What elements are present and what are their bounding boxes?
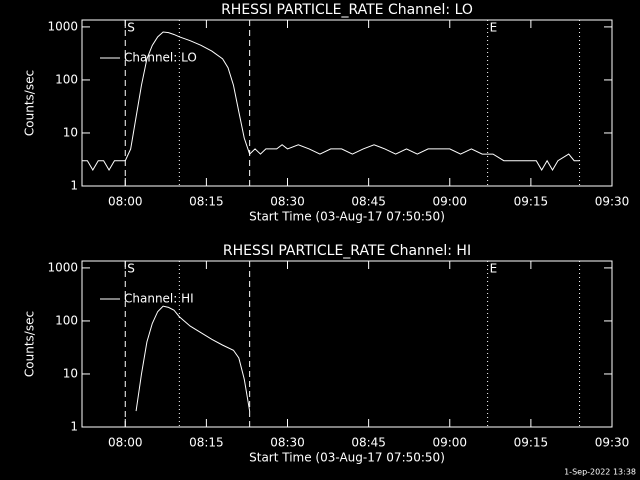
x-axis-label: Start Time (03-Aug-17 07:50:50) [249, 210, 445, 224]
plot-frame [81, 260, 613, 428]
x-tick-label: 09:15 [514, 436, 549, 450]
x-tick-label: 09:00 [432, 436, 467, 450]
y-tick-label: 100 [55, 72, 78, 86]
y-axis-label: Counts/sec [23, 311, 37, 377]
annotation: E [490, 262, 498, 276]
x-tick-label: 09:15 [514, 195, 549, 209]
x-tick-label: 08:45 [351, 195, 386, 209]
data-line [82, 31, 580, 172]
y-tick-label: 10 [63, 125, 78, 139]
y-tick-label: 1 [70, 179, 78, 193]
x-tick-label: 08:30 [270, 436, 305, 450]
footer: 1-Sep-2022 13:38 [564, 468, 636, 477]
y-tick-label: 1 [70, 420, 78, 434]
x-tick-label: 09:30 [595, 436, 630, 450]
legend-label: Channel: LO [124, 51, 197, 65]
chart-title: RHESSI PARTICLE_RATE Channel: HI [223, 243, 471, 259]
x-tick-label: 08:15 [189, 195, 224, 209]
y-tick-label: 1000 [47, 19, 78, 33]
y-tick-label: 10 [63, 366, 78, 380]
y-tick-label: 100 [55, 313, 78, 327]
annotation: E [490, 21, 498, 35]
annotation: S [127, 262, 135, 276]
x-tick-label: 08:00 [108, 436, 143, 450]
x-tick-label: 09:30 [595, 195, 630, 209]
data-line [135, 305, 251, 412]
x-tick-label: 09:00 [432, 195, 467, 209]
annotation: S [127, 21, 135, 35]
y-axis-label: Counts/sec [23, 70, 37, 136]
y-tick-label: 1000 [47, 260, 78, 274]
x-axis-label: Start Time (03-Aug-17 07:50:50) [249, 451, 445, 465]
chart-title: RHESSI PARTICLE_RATE Channel: LO [221, 2, 473, 18]
plot-frame [81, 19, 613, 187]
legend-label: Channel: HI [124, 292, 194, 306]
x-tick-label: 08:00 [108, 195, 143, 209]
x-tick-label: 08:45 [351, 436, 386, 450]
x-tick-label: 08:15 [189, 436, 224, 450]
x-tick-label: 08:30 [270, 195, 305, 209]
